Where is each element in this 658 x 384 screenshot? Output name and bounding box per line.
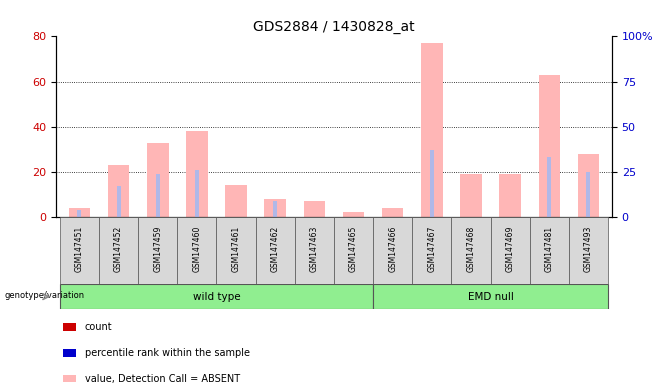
Bar (273, 201, 277, 217)
Bar (334, 217, 373, 284)
Bar (373, 284, 608, 309)
Text: GSM147462: GSM147462 (270, 226, 280, 272)
Bar (63, 375, 76, 382)
Bar (60, 217, 99, 284)
Bar (186, 131, 208, 217)
Text: count: count (85, 322, 113, 332)
Bar (491, 217, 530, 284)
Text: GSM147460: GSM147460 (192, 226, 201, 272)
Bar (265, 199, 286, 217)
Text: GSM147469: GSM147469 (505, 226, 515, 272)
Bar (216, 217, 255, 284)
Bar (68, 208, 90, 217)
Bar (63, 349, 76, 356)
Bar (303, 201, 325, 217)
Bar (421, 43, 443, 217)
Text: GSM147452: GSM147452 (114, 226, 123, 272)
Text: percentile rank within the sample: percentile rank within the sample (85, 348, 250, 358)
Bar (255, 217, 295, 284)
Bar (382, 208, 403, 217)
Bar (413, 217, 451, 284)
Bar (569, 217, 608, 284)
Bar (430, 150, 434, 217)
Bar (78, 210, 82, 217)
Bar (460, 174, 482, 217)
Text: genotype/variation: genotype/variation (5, 291, 85, 300)
Bar (60, 284, 373, 309)
Text: GSM147493: GSM147493 (584, 226, 593, 272)
Text: GSM147461: GSM147461 (232, 226, 241, 272)
Bar (578, 154, 599, 217)
Bar (108, 165, 130, 217)
Bar (295, 217, 334, 284)
Bar (225, 185, 247, 217)
Bar (147, 142, 168, 217)
Bar (538, 75, 560, 217)
Text: GSM147463: GSM147463 (310, 226, 319, 272)
Bar (451, 217, 491, 284)
Bar (195, 170, 199, 217)
Bar (499, 174, 521, 217)
Bar (177, 217, 216, 284)
Bar (530, 217, 569, 284)
Text: GSM147467: GSM147467 (427, 226, 436, 272)
Text: GSM147459: GSM147459 (153, 226, 163, 272)
Bar (116, 186, 120, 217)
Text: value, Detection Call = ABSENT: value, Detection Call = ABSENT (85, 374, 240, 384)
Bar (63, 323, 76, 331)
Bar (138, 217, 177, 284)
Bar (547, 157, 551, 217)
Bar (343, 212, 365, 217)
Bar (586, 172, 590, 217)
Text: EMD null: EMD null (468, 291, 513, 302)
Bar (373, 217, 413, 284)
Title: GDS2884 / 1430828_at: GDS2884 / 1430828_at (253, 20, 415, 34)
Text: GSM147466: GSM147466 (388, 226, 397, 272)
Text: GSM147468: GSM147468 (467, 226, 476, 272)
Bar (156, 174, 160, 217)
Text: GSM147451: GSM147451 (75, 226, 84, 272)
Bar (99, 217, 138, 284)
Text: GSM147465: GSM147465 (349, 226, 358, 272)
Text: wild type: wild type (193, 291, 240, 302)
Text: GSM147481: GSM147481 (545, 226, 554, 272)
